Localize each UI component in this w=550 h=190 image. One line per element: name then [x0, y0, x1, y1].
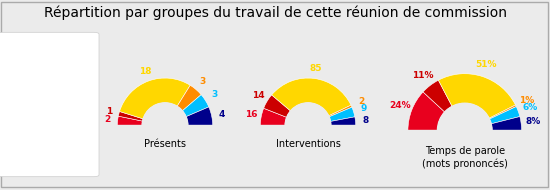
Text: 9: 9: [360, 105, 367, 113]
Text: GDR: GDR: [21, 72, 43, 82]
Text: 85: 85: [309, 63, 322, 73]
Bar: [4, 137, 17, 150]
Text: 1: 1: [106, 107, 112, 116]
Bar: [4, 159, 17, 172]
Wedge shape: [408, 92, 445, 131]
Bar: [232, 125, 384, 154]
Bar: [374, 130, 550, 165]
Bar: [4, 49, 17, 62]
Wedge shape: [186, 107, 213, 126]
Wedge shape: [272, 78, 351, 116]
Text: 2: 2: [358, 97, 364, 106]
Text: 3: 3: [200, 77, 206, 86]
Bar: [4, 115, 17, 128]
Wedge shape: [260, 108, 287, 126]
Wedge shape: [183, 95, 209, 117]
Wedge shape: [117, 116, 142, 126]
Text: 18: 18: [139, 67, 151, 76]
Text: LR: LR: [21, 161, 34, 171]
Text: 2: 2: [104, 115, 110, 124]
Text: 8%: 8%: [526, 117, 541, 126]
Bar: [89, 125, 241, 154]
Wedge shape: [490, 107, 520, 124]
Text: 24%: 24%: [389, 101, 411, 110]
Wedge shape: [438, 74, 515, 118]
Wedge shape: [177, 85, 201, 111]
Bar: [4, 71, 17, 84]
Wedge shape: [491, 116, 521, 131]
Text: LREM: LREM: [21, 94, 48, 104]
Text: Répartition par groupes du travail de cette réunion de commission: Répartition par groupes du travail de ce…: [43, 6, 507, 20]
Text: Interventions: Interventions: [276, 139, 340, 149]
Wedge shape: [331, 117, 356, 126]
Wedge shape: [489, 105, 516, 119]
Text: Présents: Présents: [144, 139, 186, 149]
Text: 51%: 51%: [475, 60, 497, 69]
Bar: [4, 93, 17, 106]
Text: 1%: 1%: [520, 96, 535, 105]
Text: 4: 4: [219, 109, 225, 119]
Circle shape: [437, 103, 492, 158]
Wedge shape: [329, 107, 355, 121]
Text: LFI: LFI: [21, 50, 36, 60]
Text: MODEM: MODEM: [21, 116, 60, 126]
Wedge shape: [423, 80, 452, 112]
Wedge shape: [119, 78, 190, 119]
Text: 3: 3: [211, 90, 217, 99]
Wedge shape: [263, 95, 290, 117]
Circle shape: [142, 103, 188, 149]
Text: 14: 14: [252, 91, 265, 100]
Wedge shape: [118, 112, 143, 121]
Text: 16: 16: [245, 110, 257, 119]
Text: 8: 8: [363, 116, 369, 125]
Text: Temps de parole
(mots prononcés): Temps de parole (mots prononcés): [422, 146, 508, 169]
Circle shape: [285, 103, 331, 149]
Text: UAI: UAI: [21, 139, 38, 148]
Text: 11%: 11%: [412, 71, 433, 80]
Wedge shape: [329, 105, 352, 117]
Text: 6%: 6%: [522, 103, 538, 112]
